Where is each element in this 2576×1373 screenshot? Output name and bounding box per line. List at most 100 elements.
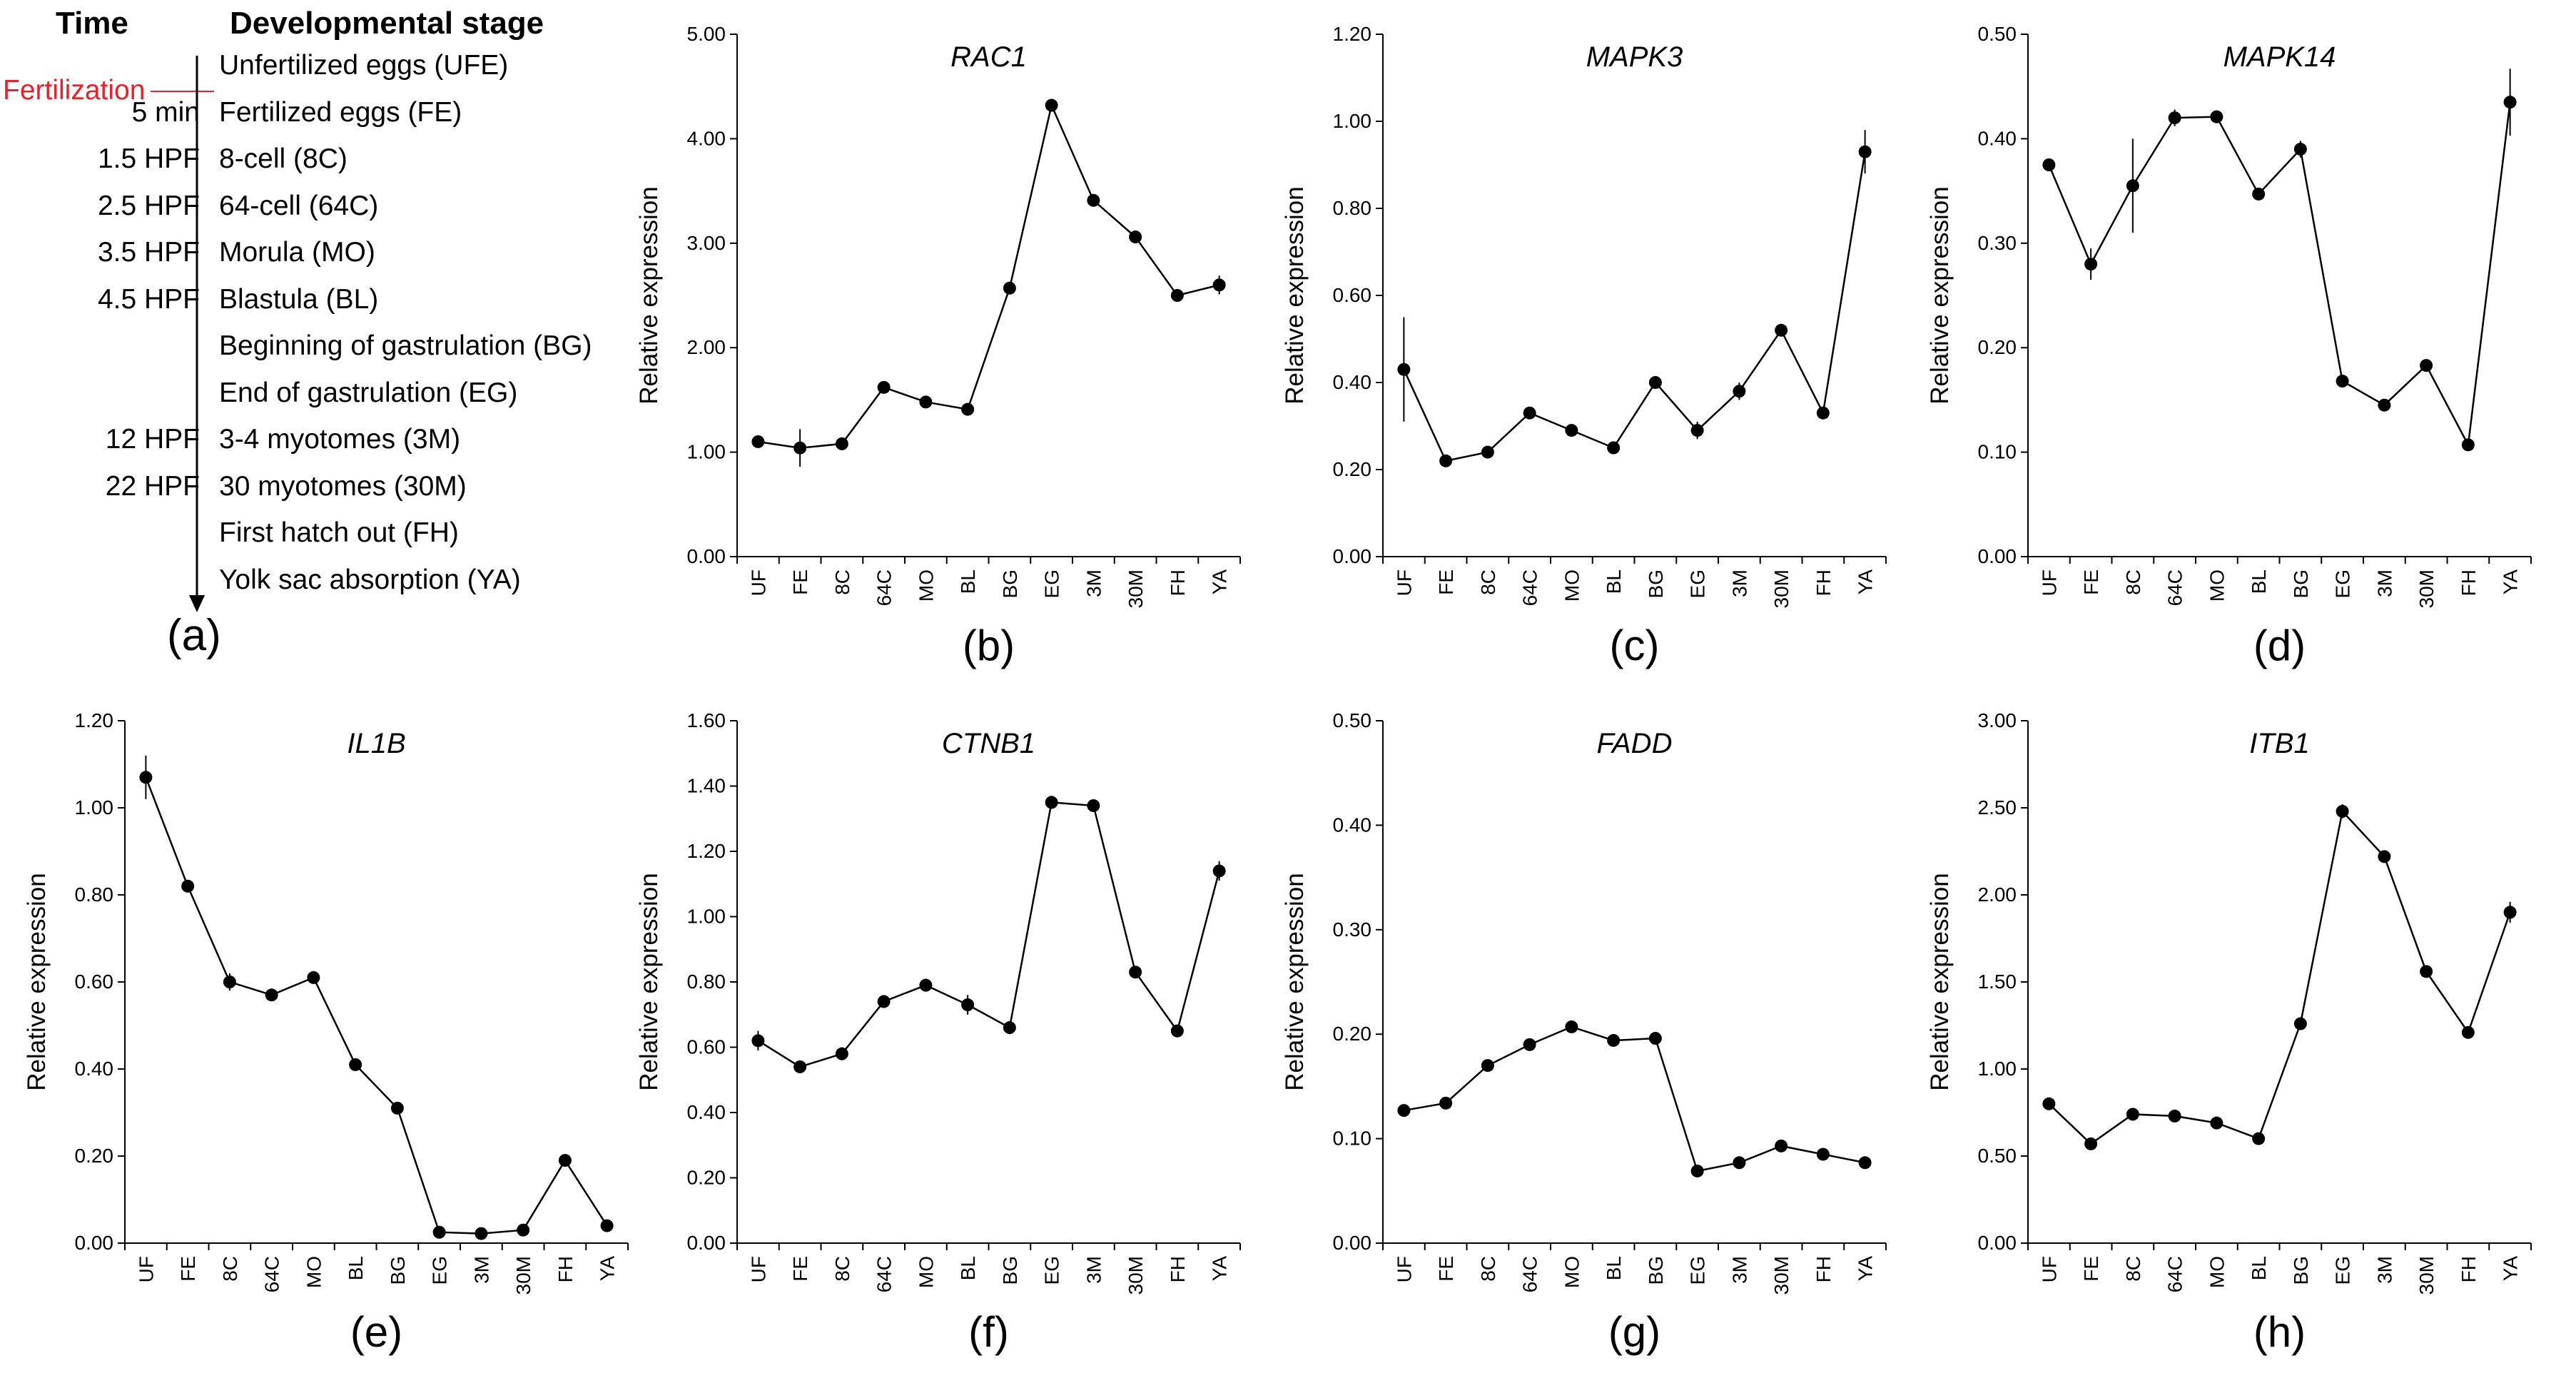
x-tick-label: UF [1393,1256,1415,1282]
y-tick-label: 5.00 [687,23,726,45]
chart-rac1: 0.00 1.00 2.00 3.00 4.00 5.00 UF FE 8C 64C MO BL BG E… [635,23,1241,669]
data-point [1003,1021,1016,1035]
x-tick-label: FE [789,569,811,595]
timeline-stage: 3-4 myotomes (3M) [219,424,461,455]
data-point [2084,1137,2098,1150]
x-tick-label: FH [2458,1256,2480,1282]
data-point [1690,424,1704,437]
timeline-stage: End of gastrulation (EG) [219,377,518,408]
y-tick-label: 0.00 [75,1232,114,1254]
data-point [2042,1097,2056,1110]
data-point [1045,796,1058,809]
y-tick-label: 0.00 [1978,1232,2017,1254]
x-tick-label: 30M [512,1256,534,1295]
series-line [2048,102,2511,448]
data-point [265,988,278,1002]
x-tick-label: MO [1561,1256,1583,1288]
x-tick-label: MO [915,569,937,602]
series-line [758,102,1219,450]
y-tick-label: 0.00 [687,545,726,567]
series-line [145,776,608,1235]
data-point [2461,1025,2475,1039]
panel-label: (e) [350,1308,402,1356]
x-tick-label: YA [597,1256,619,1282]
y-axis-label: Relative expression [1926,186,1954,404]
x-tick-label: FH [554,1256,577,1282]
chart-il1b: 0.00 0.20 0.40 0.60 0.80 1.00 1.20 UF FE 8C 64C MO B… [23,709,629,1356]
data-point [1816,406,1830,420]
y-tick-label: 0.50 [1978,1145,2017,1167]
data-point [751,435,765,448]
x-tick-label: YA [2500,569,2522,595]
data-point [2336,804,2349,818]
data-point [181,879,195,893]
data-point [1775,323,1788,337]
data-point [2420,359,2433,373]
data-point [877,380,891,394]
x-tick-label: EG [1041,1256,1063,1285]
x-tick-label: UF [747,569,769,596]
data-point [1003,281,1016,295]
x-tick-label: 30M [1125,569,1147,608]
y-tick-label: 0.00 [1333,545,1372,567]
x-tick-label: BG [1645,1256,1667,1285]
data-point [2503,906,2517,919]
x-tick-label: BL [957,569,979,594]
chart-itb1: 0.00 0.50 1.00 1.50 2.00 2.50 3.00 UF FE 8C 64C MO B… [1926,709,2532,1356]
y-tick-label: 0.20 [75,1145,114,1167]
data-point [1087,193,1100,207]
y-axis-label: Relative expression [1281,186,1309,404]
x-tick-label: 3M [1082,1256,1105,1284]
data-point [1170,289,1184,302]
data-point [961,998,975,1012]
x-tick-label: BL [2248,569,2270,594]
data-point [2168,1109,2181,1123]
x-tick-label: 8C [831,1256,853,1282]
y-tick-label: 2.50 [1978,796,2017,819]
y-tick-label: 0.80 [687,971,726,993]
x-tick-label: 30M [2415,1256,2438,1295]
data-point [1607,441,1621,455]
data-point [2126,179,2139,193]
y-tick-label: 0.60 [1333,284,1372,306]
data-point [1212,864,1226,878]
x-tick-label: BG [999,569,1021,598]
x-tick-label: EG [1041,569,1063,598]
y-tick-label: 0.60 [75,971,114,993]
data-point [1439,454,1453,467]
data-point [1481,1059,1494,1073]
data-point [600,1219,614,1232]
data-point [2084,258,2098,271]
x-tick-label: FE [1435,1256,1457,1282]
data-point [919,395,933,409]
data-point [1523,1038,1536,1051]
x-tick-label: MO [915,1256,937,1288]
x-tick-label: 3M [1728,569,1750,597]
y-tick-label: 0.40 [687,1101,726,1123]
y-tick-label: 0.20 [1978,336,2017,358]
y-tick-label: 1.00 [75,796,114,819]
x-tick-label: FE [177,1256,199,1282]
y-tick-label: 0.80 [1333,197,1372,219]
y-axis-label: Relative expression [635,186,663,404]
chart-ctnb1: 0.00 0.20 0.40 0.60 0.80 1.00 1.20 1.40 1.60 UF FE… [635,709,1241,1356]
timeline-arrowhead-icon [189,595,205,612]
y-tick-label: 0.40 [75,1058,114,1080]
data-point [223,976,236,988]
x-tick-label: 30M [1770,1256,1792,1295]
data-point [2293,143,2307,156]
y-tick-label: 1.00 [1333,110,1372,132]
timeline-time: 4.5 HPF [97,283,200,315]
timeline-panel: Time Developmental stage Fertilization U… [0,0,628,1373]
y-tick-label: 3.00 [1978,709,2017,731]
data-point [2252,187,2266,201]
y-tick-label: 1.00 [1978,1058,2017,1080]
data-point [835,1047,848,1060]
timeline-stage: 64-cell (64C) [219,190,379,221]
time-header: Time [56,6,128,41]
x-tick-label: 8C [1477,569,1499,595]
y-tick-label: 0.00 [1978,545,2017,567]
y-tick-label: 0.40 [1333,814,1372,836]
data-point [1129,966,1142,979]
panel-label: (c) [1610,622,1660,669]
